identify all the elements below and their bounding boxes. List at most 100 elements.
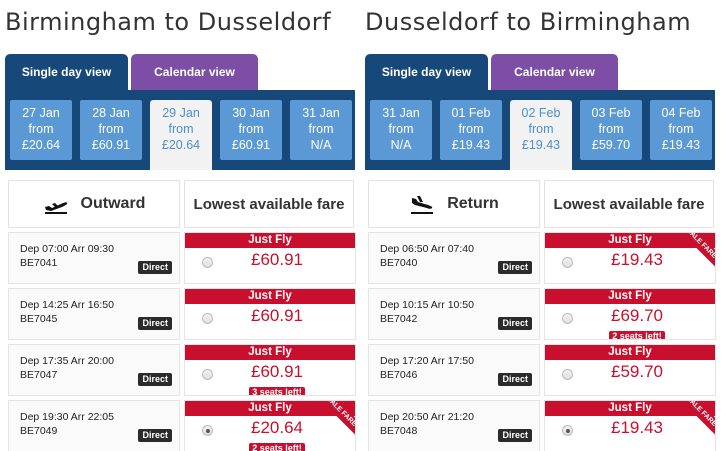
direct-badge: Direct	[498, 317, 532, 330]
fare-price: £59.70	[611, 362, 663, 381]
flight-row: Dep 19:30 Arr 22:05 BE7049 Direct Just Fly £…	[5, 400, 360, 451]
plane-takeoff-icon	[44, 202, 67, 214]
date-option[interactable]: 01 Feb from £19.43	[440, 100, 502, 160]
fare-price: £69.70	[611, 306, 663, 325]
return-label: Return	[447, 195, 499, 212]
return-header: Return	[368, 180, 540, 228]
flight-times: Dep 20:50 Arr 21:20	[380, 411, 474, 423]
fare-name: Just Fly	[545, 345, 715, 360]
flight-times: Dep 17:20 Arr 17:50	[380, 355, 474, 367]
date-option-from: from	[528, 122, 554, 136]
fare-radio[interactable]	[562, 369, 573, 380]
date-option-price: N/A	[310, 138, 332, 152]
date-option[interactable]: 30 Jan from £60.91	[220, 100, 282, 160]
direct-badge: Direct	[498, 429, 532, 442]
date-option-date: 28 Jan	[92, 106, 130, 120]
seats-left-text: 2 seats left!	[249, 443, 305, 451]
date-option[interactable]: 03 Feb from £59.70	[580, 100, 642, 160]
tab-calendar-view[interactable]: Calendar view	[491, 54, 618, 90]
fare-price: £19.43	[611, 418, 663, 437]
date-selector: 27 Jan from £20.64 28 Jan from £60.91 29 Jan fr…	[5, 90, 355, 170]
fare-radio[interactable]	[562, 425, 573, 436]
direct-badge: Direct	[138, 261, 172, 274]
fare-price: £20.64	[251, 418, 303, 437]
direct-badge: Direct	[138, 317, 172, 330]
date-option-from: from	[238, 122, 264, 136]
date-option-price: £20.64	[161, 138, 201, 152]
flight-times: Dep 14:25 Arr 16:50	[20, 299, 114, 311]
date-option-date: 29 Jan	[162, 106, 200, 120]
date-option[interactable]: 29 Jan from £20.64	[150, 100, 212, 170]
fare-option[interactable]: Just Fly £60.91	[184, 288, 356, 340]
date-option-from: from	[388, 122, 414, 136]
flight-info: Dep 07:00 Arr 09:30 BE7041 Direct	[8, 232, 180, 284]
seats-left-badge: 2 seats left!	[545, 326, 715, 339]
date-option-date: 01 Feb	[451, 106, 491, 120]
tab-single-day-view[interactable]: Single day view	[5, 54, 128, 90]
flight-code: BE7042	[380, 313, 418, 325]
flight-code: BE7040	[380, 257, 418, 269]
route-title: Dusseldorf to Birmingham	[365, 8, 692, 36]
flight-times: Dep 07:00 Arr 09:30	[20, 243, 114, 255]
date-option[interactable]: 02 Feb from £19.43	[510, 100, 572, 170]
fare-radio[interactable]	[562, 257, 573, 268]
fare-price: £60.91	[251, 250, 303, 269]
date-option-price: £60.91	[91, 138, 131, 152]
fare-name: Just Fly	[185, 289, 355, 304]
fare-radio[interactable]	[202, 369, 213, 380]
fare-radio[interactable]	[202, 313, 213, 324]
plane-landing-icon	[411, 196, 434, 214]
date-option[interactable]: 31 Jan from N/A	[370, 100, 432, 160]
fare-name: Just Fly	[545, 401, 715, 416]
fare-name: Just Fly	[545, 289, 715, 304]
date-option-price: £60.91	[231, 138, 271, 152]
date-option-from: from	[308, 122, 334, 136]
date-option[interactable]: 27 Jan from £20.64	[10, 100, 72, 160]
fare-radio[interactable]	[202, 257, 213, 268]
fare-option[interactable]: Just Fly £59.70	[544, 344, 716, 396]
fare-option[interactable]: Just Fly £69.70 2 seats left!	[544, 288, 716, 340]
date-option-from: from	[668, 122, 694, 136]
flight-row: Dep 17:35 Arr 20:00 BE7047 Direct Just Fly £…	[5, 344, 360, 396]
fare-option[interactable]: Just Fly £60.91	[184, 232, 356, 284]
flight-code: BE7049	[20, 425, 58, 437]
date-option-date: 03 Feb	[591, 106, 631, 120]
date-option-from: from	[98, 122, 124, 136]
seats-left-text: 3 seats left!	[249, 387, 305, 395]
date-option[interactable]: 31 Jan from N/A	[290, 100, 352, 160]
seats-left-badge: 3 seats left!	[185, 382, 355, 395]
fare-price: £60.91	[251, 306, 303, 325]
date-option-price: £19.43	[521, 138, 561, 152]
fare-option[interactable]: Just Fly £19.43 SALE FARE	[544, 400, 716, 451]
view-tabs: Single day view Calendar view	[365, 54, 720, 100]
outward-header: Outward	[8, 180, 180, 228]
outward-label: Outward	[80, 195, 146, 212]
flight-info: Dep 14:25 Arr 16:50 BE7045 Direct	[8, 288, 180, 340]
direct-badge: Direct	[498, 373, 532, 386]
flight-info: Dep 19:30 Arr 22:05 BE7049 Direct	[8, 400, 180, 451]
flight-row: Dep 10:15 Arr 10:50 BE7042 Direct Just Fly £…	[365, 288, 720, 340]
tab-calendar-view[interactable]: Calendar view	[131, 54, 258, 90]
date-option-from: from	[598, 122, 624, 136]
direct-badge: Direct	[498, 261, 532, 274]
fare-option[interactable]: Just Fly £60.91 3 seats left!	[184, 344, 356, 396]
direct-badge: Direct	[138, 373, 172, 386]
tab-single-day-view[interactable]: Single day view	[365, 54, 488, 90]
flight-code: BE7045	[20, 313, 58, 325]
date-option-date: 04 Feb	[661, 106, 701, 120]
flight-row: Dep 20:50 Arr 21:20 BE7048 Direct Just Fly £…	[365, 400, 720, 451]
flight-info: Dep 06:50 Arr 07:40 BE7040 Direct	[368, 232, 540, 284]
date-option[interactable]: 04 Feb from £19.43	[650, 100, 712, 160]
date-option[interactable]: 28 Jan from £60.91	[80, 100, 142, 160]
flight-code: BE7046	[380, 369, 418, 381]
fare-radio[interactable]	[202, 425, 213, 436]
date-option-price: £19.43	[451, 138, 491, 152]
fare-radio[interactable]	[562, 313, 573, 324]
fare-option[interactable]: Just Fly £20.64 2 seats left! SALE FARE	[184, 400, 356, 451]
date-option-price: N/A	[390, 138, 412, 152]
fare-option[interactable]: Just Fly £19.43 SALE FARE	[544, 232, 716, 284]
fare-price: £19.43	[611, 250, 663, 269]
return-panel: Dusseldorf to Birmingham Single day view…	[365, 0, 720, 451]
date-option-price: £19.43	[661, 138, 701, 152]
date-option-date: 31 Jan	[302, 106, 340, 120]
